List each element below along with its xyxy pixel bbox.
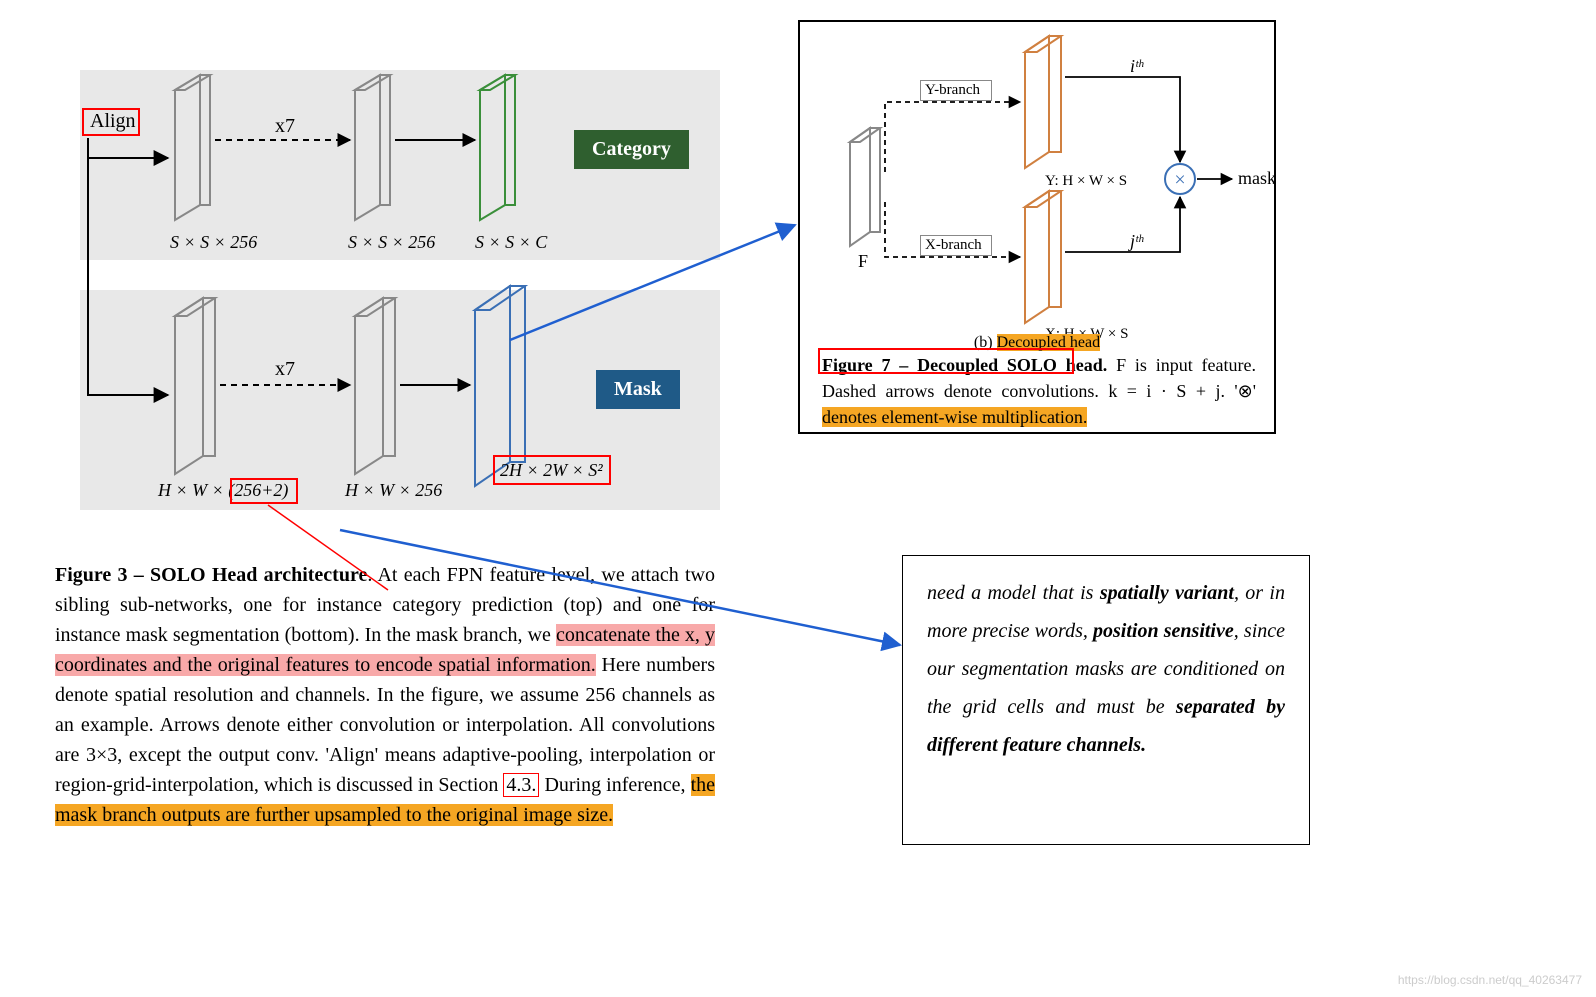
mask-badge: Mask bbox=[596, 370, 680, 409]
dim-top-3: S × S × C bbox=[475, 232, 547, 253]
redbox-mask-dim bbox=[493, 455, 611, 485]
otimes-icon: × bbox=[1174, 169, 1185, 191]
fig7-hl: denotes element-wise multiplication. bbox=[822, 407, 1087, 427]
fig7-f-slab bbox=[850, 128, 880, 246]
fig3-secref: 4.3. bbox=[503, 773, 539, 797]
mask-label: mask bbox=[1238, 168, 1276, 188]
category-badge: Category bbox=[574, 130, 689, 169]
quote-box: need a model that is spatially variant, … bbox=[902, 555, 1310, 845]
fig3-mid2: During inference, bbox=[539, 774, 690, 796]
fig7-svg: F Y-branch X-branch iᵗʰ jᵗʰ × mask Y: H bbox=[800, 22, 1278, 362]
fig7-f-label: F bbox=[858, 251, 868, 271]
dim-bot-2: H × W × 256 bbox=[345, 480, 442, 501]
x7-bot: x7 bbox=[275, 358, 295, 381]
ith-label: iᵗʰ bbox=[1130, 56, 1144, 76]
x-branch-label: X-branch bbox=[920, 235, 992, 256]
quote-text: need a model that is spatially variant, … bbox=[927, 574, 1285, 764]
fig7-x-slab bbox=[1025, 191, 1061, 323]
redbox-align bbox=[82, 108, 140, 136]
fig3-caption: Figure 3 – SOLO Head architecture. At ea… bbox=[55, 560, 715, 830]
redbox-fig7-title bbox=[818, 348, 1074, 374]
fig3-title: Figure 3 – SOLO Head architecture bbox=[55, 564, 367, 586]
y-branch-label: Y-branch bbox=[920, 80, 992, 101]
dim-top-1: S × S × 256 bbox=[170, 232, 257, 253]
redbox-256-2 bbox=[230, 478, 298, 504]
fig7-y-slab bbox=[1025, 36, 1061, 168]
align-flow-svg bbox=[0, 0, 760, 540]
x7-top: x7 bbox=[275, 115, 295, 138]
watermark: https://blog.csdn.net/qq_40263477 bbox=[1398, 973, 1582, 987]
dim-top-2: S × S × 256 bbox=[348, 232, 435, 253]
y-dim-label: Y: H × W × S bbox=[1045, 173, 1127, 189]
jth-label: jᵗʰ bbox=[1128, 231, 1144, 251]
